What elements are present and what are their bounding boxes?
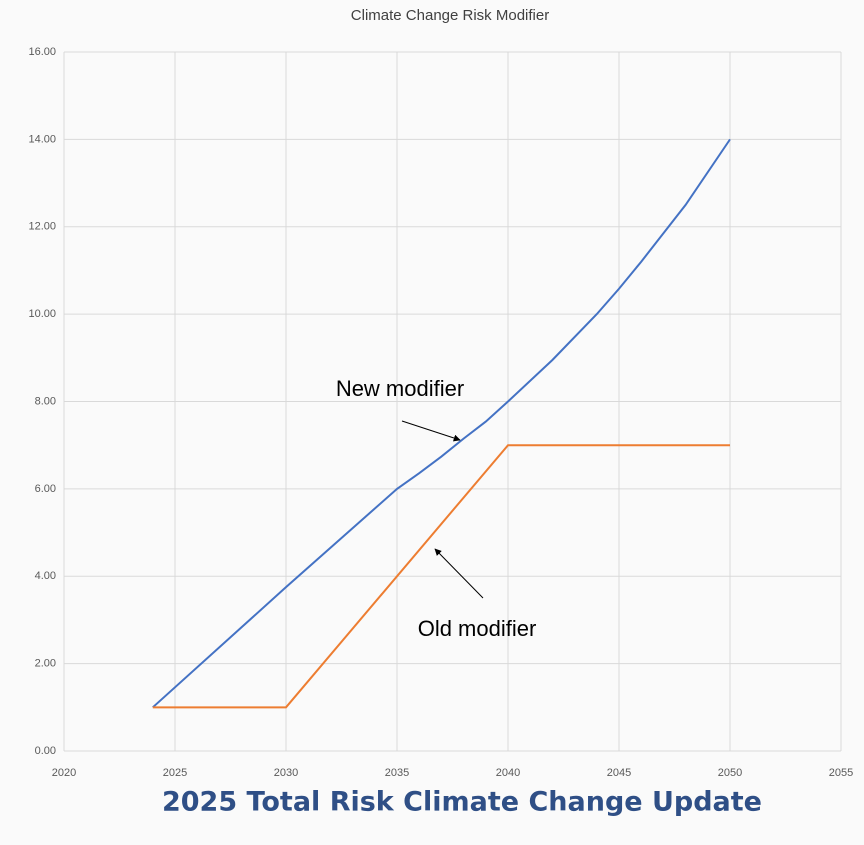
x-tick-label: 2040 — [496, 767, 520, 779]
x-tick-label: 2030 — [274, 767, 298, 779]
y-tick-label: 8.00 — [35, 395, 56, 407]
annotation: Old modifier — [418, 616, 537, 641]
footer-title: 2025 Total Risk Climate Change Update — [162, 787, 762, 818]
y-tick-label: 14.00 — [28, 133, 56, 145]
y-tick-label: 2.00 — [35, 658, 56, 670]
series-line — [152, 444, 730, 709]
y-tick-label: 16.00 — [28, 46, 56, 58]
annotation: New modifier — [336, 376, 464, 401]
chart-title: Climate Change Risk Modifier — [351, 7, 549, 24]
x-tick-label: 2025 — [163, 767, 187, 779]
y-tick-label: 0.00 — [35, 745, 56, 757]
annotation-arrow — [434, 548, 484, 599]
y-tick-label: 4.00 — [35, 570, 56, 582]
series-line — [152, 138, 731, 709]
x-tick-label: 2035 — [385, 767, 409, 779]
y-tick-label: 10.00 — [28, 308, 56, 320]
y-tick-label: 12.00 — [28, 221, 56, 233]
x-tick-label: 2055 — [829, 767, 853, 779]
x-tick-label: 2050 — [718, 767, 742, 779]
x-tick-label: 2020 — [52, 767, 76, 779]
y-tick-label: 6.00 — [35, 483, 56, 495]
x-tick-label: 2045 — [607, 767, 631, 779]
annotation-arrow — [401, 420, 461, 442]
